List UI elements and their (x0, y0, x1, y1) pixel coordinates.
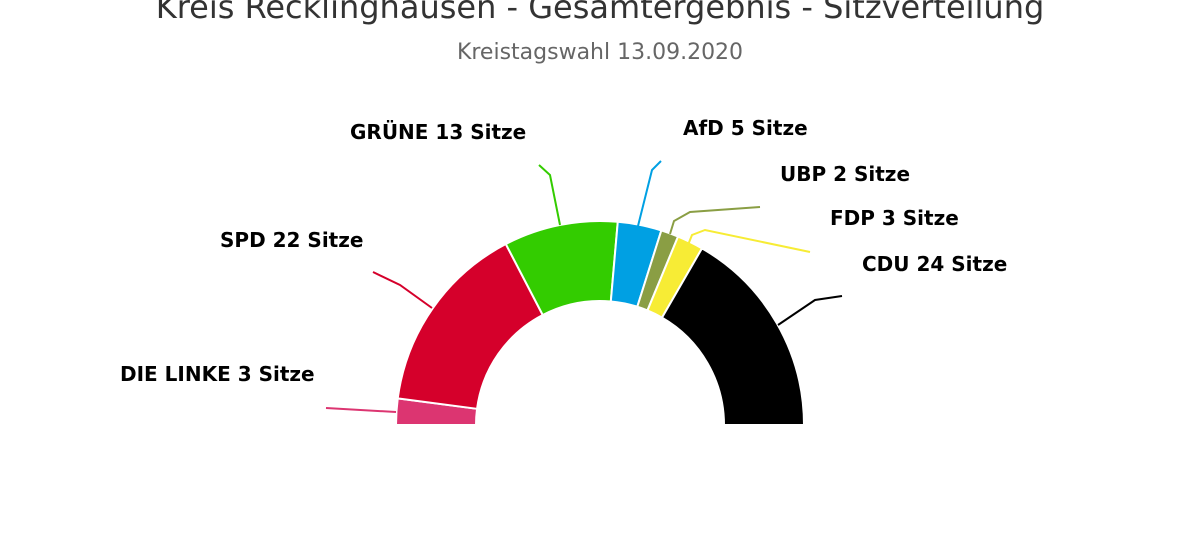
connector-fdp (687, 228, 811, 253)
connector-spd (372, 271, 433, 309)
data-label-spd: SPD 22 Sitze (220, 228, 363, 252)
connector-gruene (538, 164, 561, 226)
chart-subtitle: Kreistagswahl 13.09.2020 (457, 40, 743, 65)
data-label-gruene: GRÜNE 13 Sitze (350, 120, 526, 144)
connector-ubp (669, 206, 761, 235)
connectors-group (325, 160, 843, 413)
connector-afd (637, 160, 662, 227)
data-label-cdu: CDU 24 Sitze (862, 252, 1007, 276)
data-label-fdp: FDP 3 Sitze (830, 206, 959, 230)
connector-cdu (777, 295, 843, 326)
labels-group: DIE LINKE 3 Sitze SPD 22 Sitze GRÜNE 13 Si… (120, 116, 1007, 386)
chart-title: Kreis Recklinghausen - Gesamtergebnis - … (156, 0, 1045, 26)
connector-die-linke (325, 407, 397, 413)
slices-group (395, 220, 805, 426)
data-label-die-linke: DIE LINKE 3 Sitze (120, 362, 315, 386)
data-label-afd: AfD 5 Sitze (683, 116, 808, 140)
data-label-ubp: UBP 2 Sitze (780, 162, 910, 186)
slice-cdu (661, 247, 805, 426)
